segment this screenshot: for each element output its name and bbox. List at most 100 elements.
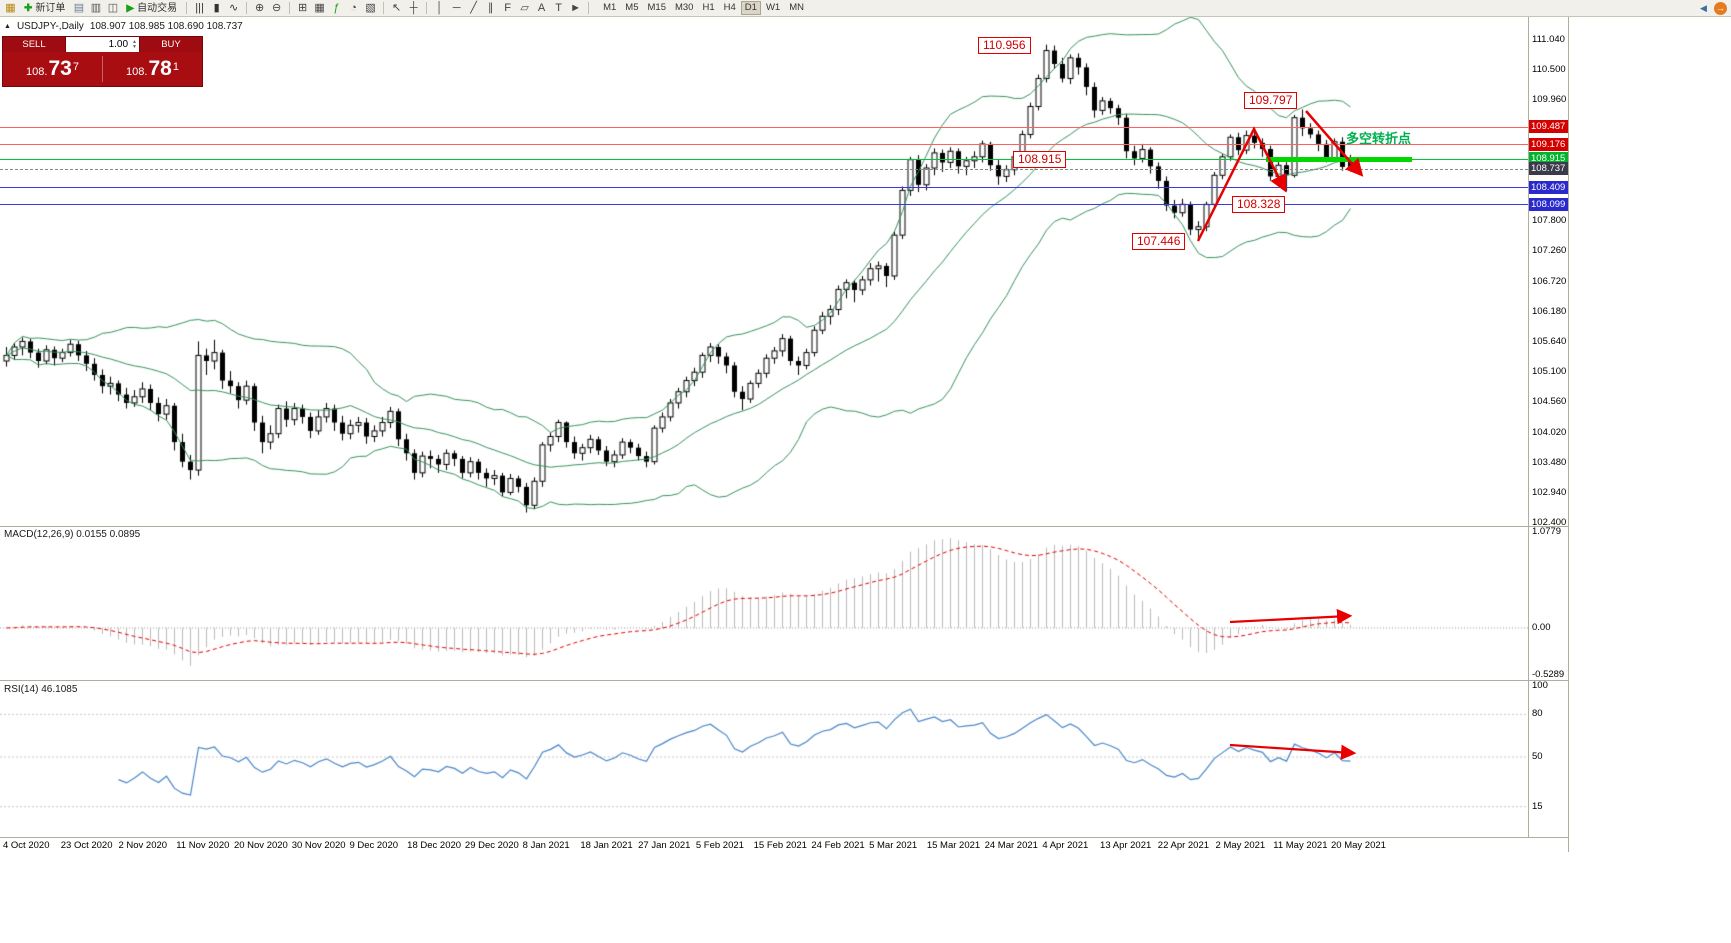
macd-axis-label: 1.0779 <box>1532 526 1562 537</box>
autotrading-button-label: 自动交易 <box>137 2 178 14</box>
horizontal-line-108.915[interactable] <box>0 158 1528 160</box>
ohlc-values: 108.907 108.985 108.690 108.737 <box>89 21 243 32</box>
rsi-axis-label: 100 <box>1532 680 1548 691</box>
sell-price[interactable]: 108. 73 7 <box>26 57 79 80</box>
date-label: 18 Dec 2020 <box>407 840 462 851</box>
price-tick: 111.040 <box>1532 33 1565 45</box>
buy-price[interactable]: 108. 78 1 <box>126 57 179 80</box>
community-icon[interactable]: → <box>1714 2 1727 15</box>
price-badge-109.487: 109.487 <box>1528 120 1568 134</box>
supply-zone-bar[interactable] <box>1266 156 1412 162</box>
rsi-axis-label: 80 <box>1532 708 1543 720</box>
cursor-icon[interactable]: ↖ <box>391 1 402 14</box>
timeframe-m30-button[interactable]: M30 <box>674 2 694 13</box>
market-watch-icon[interactable]: ▥ <box>90 1 102 14</box>
rsi-axis-label: 50 <box>1532 751 1543 762</box>
horizontal-line-108.099[interactable] <box>0 204 1528 206</box>
buy-button[interactable]: BUY <box>140 37 202 52</box>
price-tick: 105.640 <box>1532 335 1567 347</box>
timeframe-m5-button[interactable]: M5 <box>625 2 639 13</box>
price-tick: 110.500 <box>1532 64 1566 76</box>
toolbar-right-icons: ◀ → <box>1697 2 1727 15</box>
templates-icon[interactable]: ▧ <box>365 1 376 14</box>
scroll-left-icon[interactable]: ◀ <box>1700 3 1707 13</box>
line-chart-icon[interactable]: ∿ <box>228 1 239 14</box>
date-label: 2 May 2021 <box>1215 840 1266 851</box>
periods-icon[interactable]: ◔ <box>350 1 357 14</box>
rsi-label: RSI(14) 46.1085 <box>4 684 78 695</box>
horizontal-line-109.487[interactable] <box>0 126 1528 128</box>
shapes-icon[interactable]: ▱ <box>520 1 529 14</box>
timeframe-mn-button[interactable]: MN <box>789 2 804 13</box>
volume-spinner[interactable]: ▲ ▼ <box>130 38 139 50</box>
panel-separator[interactable] <box>0 680 1568 681</box>
vertical-line-icon[interactable]: │ <box>436 1 444 14</box>
timeframe-h4-button[interactable]: H4 <box>723 2 736 13</box>
macd-panel-canvas[interactable] <box>0 527 1528 680</box>
date-label: 5 Mar 2021 <box>869 840 918 851</box>
fibonacci-icon[interactable]: F <box>504 1 511 14</box>
grid-icon[interactable]: ▦ <box>314 1 325 14</box>
sell-button[interactable]: SELL <box>3 37 65 52</box>
crosshair-icon[interactable]: ┼ <box>409 1 418 14</box>
date-label: 24 Feb 2021 <box>811 840 865 851</box>
toolbar-separator <box>246 2 248 14</box>
label-icon[interactable]: T <box>555 1 562 14</box>
horizontal-line-109.176[interactable] <box>0 144 1528 146</box>
price-tick: 103.480 <box>1532 456 1567 468</box>
arrows-dropdown-icon[interactable]: ► <box>570 1 582 14</box>
timeframe-w1-button[interactable]: W1 <box>765 2 781 13</box>
horizontal-line-icon[interactable]: ─ <box>452 1 461 14</box>
rsi-panel-canvas[interactable] <box>0 681 1528 837</box>
date-label: 2 Nov 2020 <box>118 840 168 851</box>
channel-icon[interactable]: ∥ <box>487 1 494 14</box>
new-order-button[interactable]: ✚ 新订单 <box>20 1 69 16</box>
timeframe-d1-button[interactable]: D1 <box>740 1 761 15</box>
volume-input[interactable] <box>66 39 131 50</box>
zoom-in-icon[interactable]: ⊕ <box>254 1 265 14</box>
chart-window-icon[interactable]: ▦ <box>5 1 16 14</box>
text-icon[interactable]: A <box>537 1 546 14</box>
candlestick-chart-icon[interactable]: ▮ <box>213 1 220 14</box>
timeframe-h1-button[interactable]: H1 <box>702 2 715 13</box>
spinner-down-icon[interactable]: ▼ <box>132 43 137 50</box>
date-label: 15 Mar 2021 <box>926 840 981 851</box>
price-label-110956[interactable]: 110.956 <box>978 37 1031 54</box>
price-tick: 104.560 <box>1532 396 1567 408</box>
profiles-icon[interactable]: ▤ <box>73 1 85 14</box>
panel-separator[interactable] <box>0 526 1568 527</box>
horizontal-line-108.409[interactable] <box>0 187 1528 189</box>
zoom-out-icon[interactable]: ⊖ <box>271 1 282 14</box>
tile-windows-icon[interactable]: ⊞ <box>297 1 308 14</box>
date-label: 5 Feb 2021 <box>695 840 744 851</box>
price-divider <box>102 56 103 82</box>
bar-chart-icon[interactable]: ||| <box>195 1 204 14</box>
price-label-108328[interactable]: 108.328 <box>1232 196 1286 213</box>
symbol-direction-icon: ▲ <box>4 23 11 30</box>
date-label: 4 Apr 2021 <box>1042 840 1089 851</box>
date-label: 11 Nov 2020 <box>176 840 230 851</box>
rsi-axis-label: 15 <box>1532 800 1543 812</box>
date-label: 4 Oct 2020 <box>3 840 50 851</box>
price-chart-canvas[interactable] <box>0 17 1528 526</box>
price-label-109797[interactable]: 109.797 <box>1244 92 1298 109</box>
date-label: 20 Nov 2020 <box>233 840 288 851</box>
price-label-108915[interactable]: 108.915 <box>1013 151 1067 168</box>
price-tick: 102.400 <box>1532 517 1567 529</box>
date-label: 30 Nov 2020 <box>291 840 346 851</box>
trendline-icon[interactable]: ╱ <box>470 1 477 14</box>
chart-title: USDJPY-,Daily <box>16 21 84 32</box>
autotrading-button[interactable]: ▶ 自动交易 <box>122 1 181 16</box>
indicators-icon[interactable]: ƒ <box>333 1 340 14</box>
data-window-icon[interactable]: ◫ <box>107 1 119 14</box>
date-axis-border <box>0 837 1568 838</box>
date-label: 9 Dec 2020 <box>349 840 399 851</box>
timeframe-m1-button[interactable]: M1 <box>603 2 617 13</box>
toolbar-separator <box>289 2 291 14</box>
price-label-107446[interactable]: 107.446 <box>1132 233 1186 250</box>
horizontal-line-108.737[interactable] <box>0 168 1528 170</box>
timeframe-m15-button[interactable]: M15 <box>647 2 666 13</box>
spinner-up-icon[interactable]: ▲ <box>132 38 137 45</box>
